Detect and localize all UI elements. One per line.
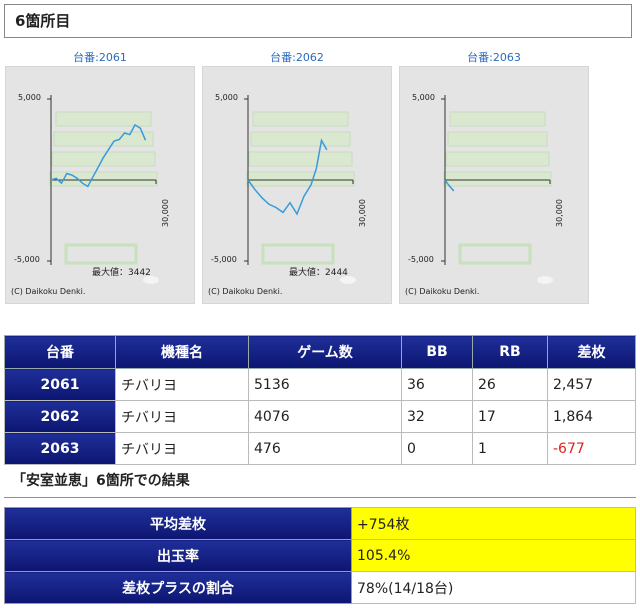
cell-rb: 1	[472, 432, 548, 465]
cell-games: 476	[248, 432, 402, 465]
result-title: 「安室並恵」6箇所での結果	[12, 473, 190, 489]
slump-line	[444, 179, 455, 192]
cell-diff: -677	[547, 432, 636, 465]
decor-shelf	[252, 111, 349, 127]
y-bottom-label: -5,000	[408, 255, 434, 264]
cell-name: チバリヨ	[115, 432, 249, 465]
table-row: 2061 チバリヨ 5136 36 26 2,457	[4, 368, 636, 401]
result-table: 平均差枚 +754枚 出玉率 105.4% 差枚プラスの割合 78%(14/18…	[4, 507, 636, 604]
divider	[4, 497, 636, 498]
cell-rb: 26	[472, 368, 548, 401]
result-label: 平均差枚	[4, 507, 352, 540]
cell-no: 2063	[4, 432, 116, 465]
max-value-label: 最大値：2444	[289, 268, 348, 278]
col-header-rb: RB	[472, 335, 548, 369]
cell-no: 2061	[4, 368, 116, 401]
decor-ball	[143, 276, 159, 284]
col-header-name: 機種名	[115, 335, 249, 369]
slump-graph[interactable]: 5,000 -5,000 30,000 最大値：3442 (C) Daikoku…	[5, 66, 195, 304]
result-value: +754枚	[351, 507, 636, 540]
result-label: 出玉率	[4, 539, 352, 572]
graph-canvas	[441, 95, 553, 284]
cell-bb: 36	[401, 368, 473, 401]
decor-tray	[458, 243, 532, 265]
cell-games: 5136	[248, 368, 402, 401]
decor-ball	[340, 276, 356, 284]
y-top-label: 5,000	[412, 93, 435, 102]
x-end-label: 30,000	[555, 199, 564, 227]
slump-line	[247, 138, 328, 216]
x-end-label: 30,000	[161, 199, 170, 227]
table-row: 2062 チバリヨ 4076 32 17 1,864	[4, 400, 636, 433]
decor-tray	[64, 243, 138, 265]
slump-graph[interactable]: 5,000 -5,000 30,000 最大値：2444 (C) Daikoku…	[202, 66, 392, 304]
decor-shelf	[248, 151, 353, 167]
result-row: 平均差枚 +754枚	[4, 507, 636, 540]
decor-shelf	[53, 131, 154, 147]
col-header-diff: 差枚	[547, 335, 636, 369]
decor-shelf	[51, 151, 156, 167]
graph-panel-2062: 台番:2062 5,000 -5,000 30,000 最大値：2444 (C)…	[202, 50, 392, 304]
machine-table: 台番 機種名 ゲーム数 BB RB 差枚 2061 チバリヨ 5136 36 2…	[4, 335, 636, 465]
y-bottom-label: -5,000	[14, 255, 40, 264]
graph-canvas	[244, 95, 356, 284]
col-header-bb: BB	[401, 335, 473, 369]
decor-shelf	[246, 171, 355, 187]
decor-ball	[537, 276, 553, 284]
y-top-label: 5,000	[18, 93, 41, 102]
table-row: 2063 チバリヨ 476 0 1 -677	[4, 432, 636, 465]
graph-canvas	[47, 95, 159, 284]
cell-diff: 1,864	[547, 400, 636, 433]
cell-diff: 2,457	[547, 368, 636, 401]
slump-graph[interactable]: 5,000 -5,000 30,000 (C) Daikoku Denki.	[399, 66, 589, 304]
result-row: 出玉率 105.4%	[4, 539, 636, 572]
copyright: (C) Daikoku Denki.	[405, 287, 480, 296]
cell-no: 2062	[4, 400, 116, 433]
y-bottom-label: -5,000	[211, 255, 237, 264]
table-header-row: 台番 機種名 ゲーム数 BB RB 差枚	[4, 335, 636, 369]
result-label: 差枚プラスの割合	[4, 571, 352, 604]
col-header-games: ゲーム数	[248, 335, 402, 369]
decor-shelf	[55, 111, 152, 127]
graph-panel-2063: 台番:2063 5,000 -5,000 30,000 (C) Daikoku …	[399, 50, 589, 304]
graph-title: 台番:2062	[270, 51, 324, 64]
cell-name: チバリヨ	[115, 400, 249, 433]
decor-shelf	[443, 171, 552, 187]
x-end-label: 30,000	[358, 199, 367, 227]
decor-shelf	[445, 151, 550, 167]
copyright: (C) Daikoku Denki.	[208, 287, 283, 296]
cell-games: 4076	[248, 400, 402, 433]
decor-shelf	[250, 131, 351, 147]
y-top-label: 5,000	[215, 93, 238, 102]
decor-shelf	[49, 171, 158, 187]
decor-shelf	[449, 111, 546, 127]
cell-rb: 17	[472, 400, 548, 433]
cell-name: チバリヨ	[115, 368, 249, 401]
cell-bb: 32	[401, 400, 473, 433]
max-value-label: 最大値：3442	[92, 268, 151, 278]
result-row: 差枚プラスの割合 78%(14/18台)	[4, 571, 636, 604]
result-value: 78%(14/18台)	[351, 571, 636, 604]
cell-bb: 0	[401, 432, 473, 465]
section-title: 6箇所目	[4, 4, 632, 38]
graph-panel-2061: 台番:2061 5,000 -5,000 30,000 最大値：3442 (C)…	[5, 50, 195, 304]
slump-line	[50, 123, 147, 188]
decor-shelf	[447, 131, 548, 147]
copyright: (C) Daikoku Denki.	[11, 287, 86, 296]
result-value: 105.4%	[351, 539, 636, 572]
col-header-no: 台番	[4, 335, 116, 369]
graph-title: 台番:2061	[73, 51, 127, 64]
graph-title: 台番:2063	[467, 51, 521, 64]
decor-tray	[261, 243, 335, 265]
